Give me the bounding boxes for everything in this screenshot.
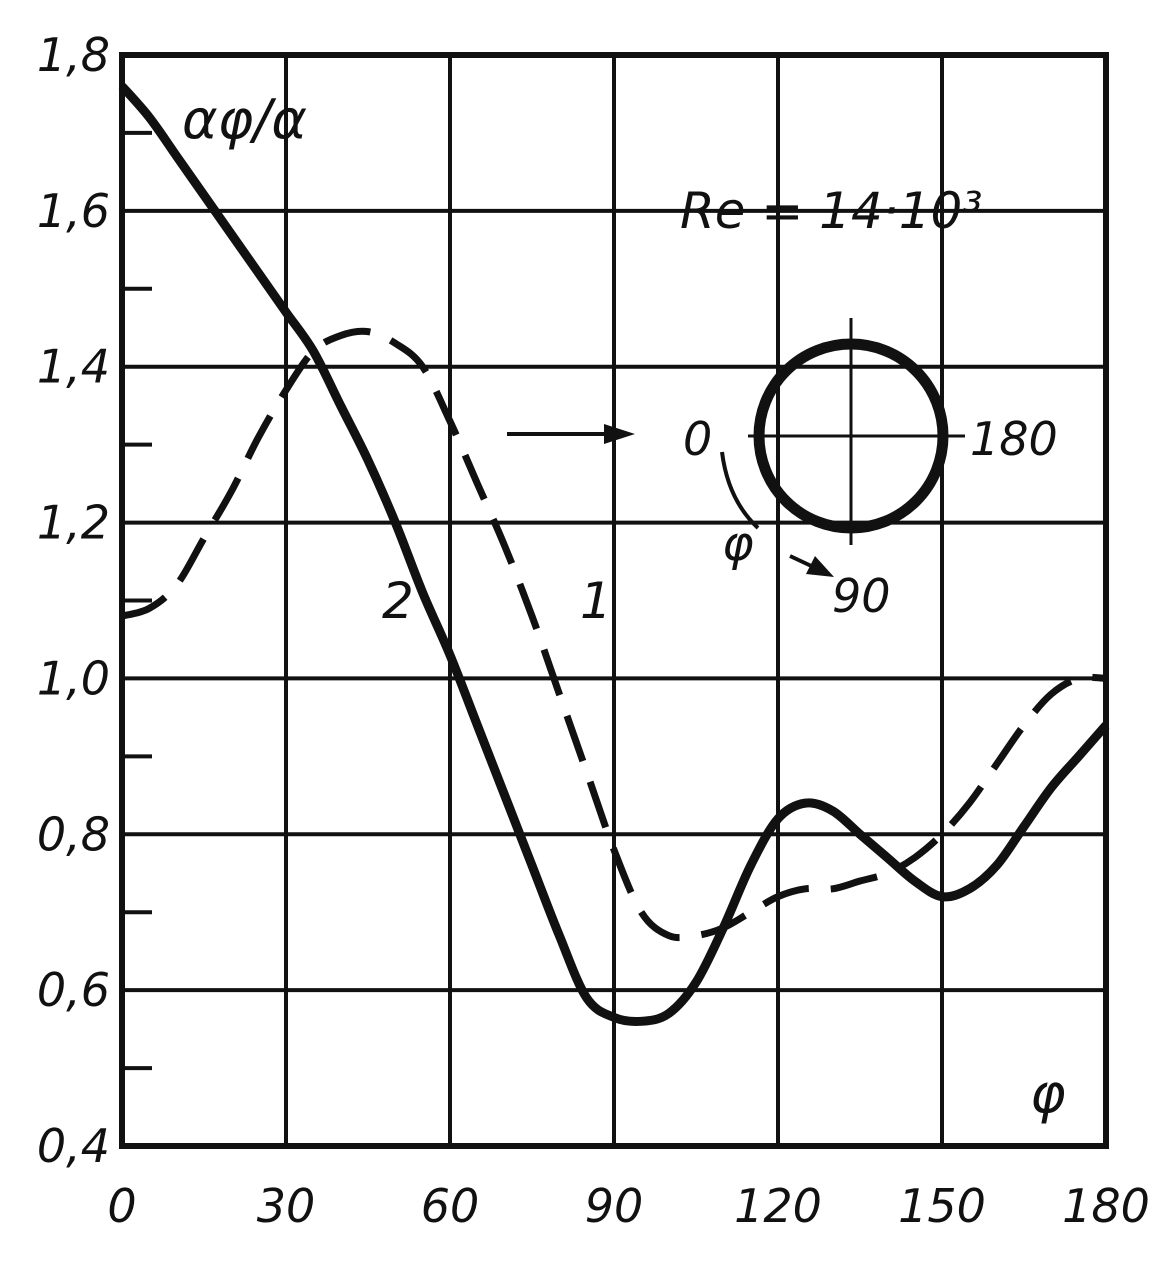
y-axis-label: αφ/α xyxy=(182,88,307,151)
y-tick-label: 0,8 xyxy=(37,807,110,861)
series-line-1 xyxy=(121,327,1107,942)
x-axis-label: φ xyxy=(1030,1062,1066,1125)
reynolds-annotation: Re = 14·10³ xyxy=(680,182,982,240)
angle-arrow-head xyxy=(806,556,834,577)
y-tick-label: 0,4 xyxy=(37,1119,110,1173)
series-layer xyxy=(118,83,1110,1027)
inset-phi-label: φ xyxy=(722,516,754,572)
x-tick-label: 180 xyxy=(1062,1179,1150,1233)
x-tick-label: 30 xyxy=(257,1179,316,1233)
x-tick-label: 0 xyxy=(107,1179,136,1233)
inset-label-180: 180 xyxy=(970,412,1058,466)
curve-2-label: 2 xyxy=(382,572,414,630)
x-axis: 0 30 60 90 120 150 180 xyxy=(107,1179,1150,1233)
x-tick-label: 150 xyxy=(898,1179,986,1233)
y-tick-label: 1,2 xyxy=(37,496,110,550)
curve-1-label: 1 xyxy=(580,572,612,630)
x-tick-label: 60 xyxy=(421,1179,480,1233)
x-tick-label: 90 xyxy=(585,1179,644,1233)
y-axis: 0,4 0,6 0,8 1,0 1,2 1,4 1,6 1,8 xyxy=(37,28,110,1173)
x-tick-label: 120 xyxy=(734,1179,822,1233)
angle-arc xyxy=(720,451,760,530)
inset-label-0: 0 xyxy=(683,412,712,466)
inset-label-90: 90 xyxy=(832,569,891,623)
inset-cylinder-circle xyxy=(753,338,949,534)
y-tick-label: 1,4 xyxy=(37,340,110,394)
series-line-2 xyxy=(118,83,1110,1027)
y-tick-label: 1,0 xyxy=(37,651,110,705)
grid xyxy=(122,55,1106,1146)
inset-cylinder-diagram: 0 180 90 φ xyxy=(507,318,1058,623)
y-tick-label: 1,8 xyxy=(37,28,110,82)
flow-arrow-head xyxy=(604,424,635,444)
plot-frame xyxy=(119,52,1109,1149)
y-tick-label: 1,6 xyxy=(37,184,110,238)
y-tick-label: 0,6 xyxy=(37,963,110,1017)
plot-border xyxy=(119,52,1109,1149)
